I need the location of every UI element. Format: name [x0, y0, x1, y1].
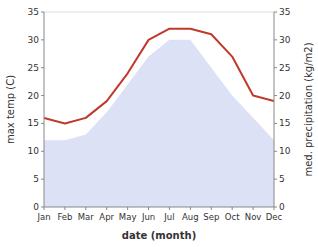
x-tick-label: Mar — [78, 212, 95, 222]
y-tick-label: 10 — [28, 146, 40, 156]
y-tick — [41, 39, 44, 40]
y2-tick-label: 5 — [279, 174, 285, 184]
x-tick — [169, 207, 170, 210]
y-tick-label: 30 — [28, 35, 40, 45]
y-tick-label: 35 — [28, 7, 39, 17]
y2-tick — [274, 179, 277, 180]
y2-tick-label: 15 — [279, 118, 290, 128]
x-tick-label: May — [119, 212, 137, 222]
y-tick — [41, 67, 44, 68]
y2-tick — [274, 123, 277, 124]
x-axis-label: date (month) — [122, 230, 196, 241]
y2-tick — [274, 67, 277, 68]
x-tick — [44, 207, 45, 210]
y-tick-label: 25 — [28, 63, 39, 73]
line — [44, 29, 274, 124]
x-tick-label: Nov — [245, 212, 262, 222]
y-tick — [41, 12, 44, 13]
x-tick-label: Jun — [141, 212, 155, 222]
y2-tick-label: 25 — [279, 63, 290, 73]
y-axis-label: max temp (C) — [5, 75, 16, 144]
y2-tick-label: 0 — [279, 202, 285, 212]
x-tick-label: Feb — [57, 212, 72, 222]
y2-tick — [274, 151, 277, 152]
x-tick — [106, 207, 107, 210]
x-tick — [127, 207, 128, 210]
y-tick-label: 0 — [33, 202, 39, 212]
x-tick — [190, 207, 191, 210]
chart-container: 0 5 10 15 20 25 30 35 0 5 10 15 20 25 30 35 Jan Feb Mar Apr… — [0, 0, 318, 247]
x-tick-label: Jul — [163, 212, 174, 222]
x-axis — [44, 207, 274, 208]
y-tick — [41, 95, 44, 96]
chart: 0 5 10 15 20 25 30 35 0 5 10 15 20 25 30 35 Jan Feb Mar Apr… — [0, 0, 318, 247]
x-tick-label: Aug — [182, 212, 199, 222]
y2-tick — [274, 95, 277, 96]
top-line — [44, 12, 274, 13]
x-tick-label: Apr — [99, 212, 114, 222]
y2-axis — [274, 12, 275, 207]
x-tick-label: Oct — [225, 212, 240, 222]
y-axis — [44, 12, 45, 207]
y-tick-label: 15 — [28, 118, 39, 128]
x-tick — [274, 207, 275, 210]
x-tick — [85, 207, 86, 210]
y2-axis-label: med. precipitation (kg/m2) — [303, 42, 314, 176]
x-tick — [148, 207, 149, 210]
y-tick — [41, 179, 44, 180]
y-tick-label: 5 — [33, 174, 39, 184]
y2-tick — [274, 39, 277, 40]
x-tick-label: Dec — [266, 212, 283, 222]
y-tick — [41, 151, 44, 152]
y2-tick-label: 30 — [279, 35, 291, 45]
y2-tick-label: 35 — [279, 7, 290, 17]
y2-tick-label: 20 — [279, 91, 291, 101]
x-tick-label: Sep — [203, 212, 219, 222]
y-tick-label: 20 — [28, 91, 40, 101]
x-tick — [232, 207, 233, 210]
y2-tick-label: 10 — [279, 146, 291, 156]
area — [44, 40, 274, 207]
x-tick — [253, 207, 254, 210]
y-tick — [41, 123, 44, 124]
x-tick — [211, 207, 212, 210]
x-tick — [64, 207, 65, 210]
y2-tick — [274, 12, 277, 13]
x-tick-label: Jan — [36, 212, 50, 222]
plot-area — [44, 29, 274, 207]
